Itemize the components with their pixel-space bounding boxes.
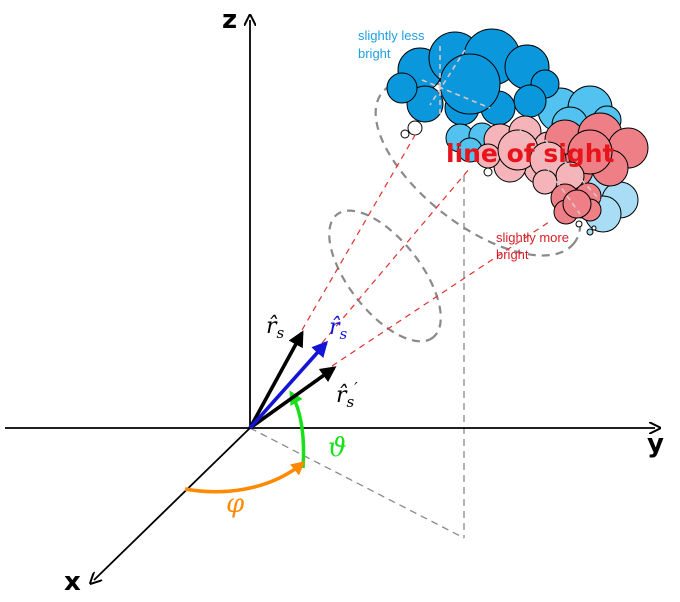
unit-vectors: [248, 330, 337, 430]
cloud-dashed-structure: [421, 46, 601, 215]
rs-blue-base: r̂: [329, 315, 341, 340]
rs-blue-label: r̂s: [329, 315, 348, 343]
rs-black-vector: [248, 330, 304, 429]
axes: z y x: [5, 5, 664, 597]
theta-arc: [289, 390, 306, 469]
svg-text:r̂s′: r̂s′: [336, 379, 358, 411]
cloud-pink-mid: [529, 141, 585, 195]
cloud-red-small: [550, 182, 602, 228]
x-axis-label: x: [64, 567, 81, 597]
rs-prime-base: r̂: [336, 383, 348, 408]
angle-arcs: [184, 390, 306, 494]
x-axis: [94, 427, 251, 580]
sight-lines: [301, 129, 553, 367]
more-bright-label-line1: slightly more: [496, 230, 569, 245]
rs-blue-vector: [248, 340, 328, 430]
rs-prime-sub: s: [347, 393, 355, 411]
rs-black-label: r̂s: [266, 314, 285, 342]
less-bright-label-line2: bright: [358, 46, 391, 61]
rs-blue-sub: s: [340, 325, 348, 343]
y-axis-label: y: [647, 429, 664, 459]
sight-line-center: [321, 167, 471, 344]
rs-prime-label: r̂s′: [336, 379, 358, 411]
phi-label: φ: [226, 489, 245, 519]
rs-black-base: r̂: [266, 314, 278, 339]
cloud-cluster: [386, 28, 649, 236]
cloud-blue-dark: [386, 28, 560, 139]
line-of-sight-label: line of sight: [446, 139, 614, 168]
z-axis-label: z: [222, 5, 237, 35]
rs-prime-vector: [248, 366, 337, 430]
svg-text:r̂s: r̂s: [329, 315, 348, 343]
sight-line-lower: [331, 219, 553, 367]
phi-arc: [184, 461, 306, 494]
near-beam-ellipse: [328, 209, 442, 343]
rs-black-sub: s: [277, 324, 285, 342]
projection-guides: [249, 175, 465, 539]
sight-line-upper: [301, 129, 419, 331]
more-bright-label-line2: bright: [496, 247, 529, 262]
theta-label: ϑ: [328, 433, 347, 463]
svg-text:r̂s: r̂s: [266, 314, 285, 342]
projection-ground-guide: [249, 427, 465, 539]
rs-prime-mark: ′: [354, 379, 358, 397]
less-bright-label-line1: slightly less: [358, 28, 425, 43]
